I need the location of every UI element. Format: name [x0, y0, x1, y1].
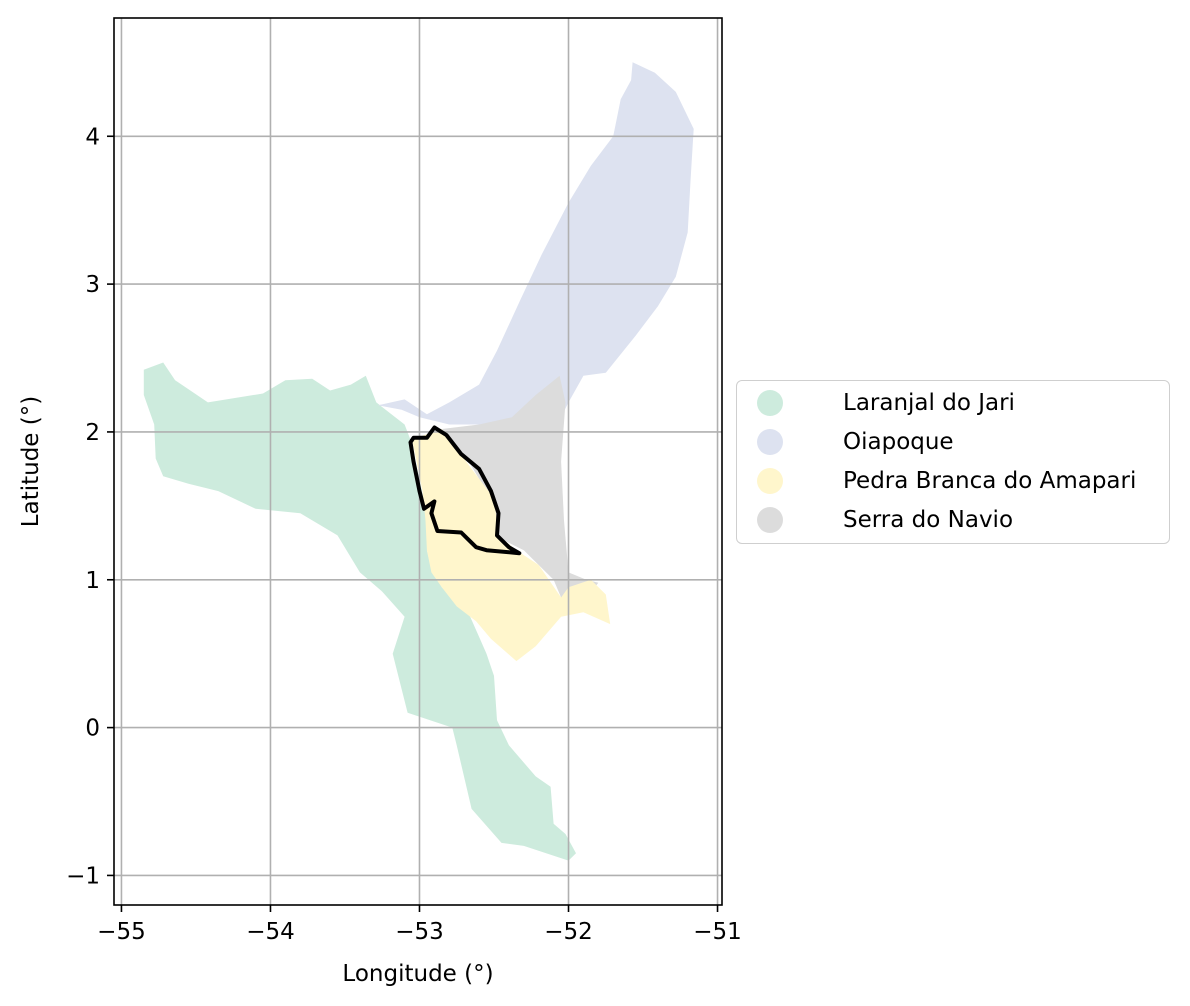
- plot-frame: [113, 17, 723, 906]
- y-tick-label: −1: [66, 863, 100, 889]
- legend-label: Serra do Navio: [843, 507, 1014, 533]
- highlighted-region-outline: [408, 425, 522, 556]
- x-axis-label: Longitude (°): [342, 961, 493, 987]
- y-axis-ticks: −1 0 1 2 3 4: [66, 124, 114, 889]
- legend-label: Oiapoque: [843, 429, 954, 455]
- legend-marker-icon: [757, 468, 783, 494]
- x-tick-label: −52: [544, 919, 593, 945]
- region-laranjal-do-jari: [143, 362, 577, 861]
- legend-marker-icon: [757, 429, 783, 455]
- x-tick-label: −51: [693, 919, 742, 945]
- y-tick-label: 2: [85, 420, 100, 446]
- y-tick-label: 0: [85, 716, 100, 742]
- legend-marker-icon: [757, 390, 783, 416]
- x-axis-ticks: −55 −54 −53 −52 −51: [97, 905, 742, 945]
- y-axis-label: Latitude (°): [18, 396, 44, 527]
- grid-layer: [114, 18, 722, 905]
- x-tick-label: −55: [97, 919, 146, 945]
- y-tick-label: 1: [85, 568, 100, 594]
- legend-item-laranjal-do-jari: Laranjal do Jari: [757, 388, 1015, 418]
- legend-item-pedra-branca-do-amapari: Pedra Branca do Amapari: [757, 466, 1136, 496]
- y-tick-label: 3: [85, 272, 100, 298]
- legend-label: Pedra Branca do Amapari: [843, 468, 1137, 494]
- highlight-outline-layer: [408, 425, 522, 556]
- legend-label: Laranjal do Jari: [843, 390, 1015, 416]
- legend: Laranjal do Jari Oiapoque Pedra Branca d…: [736, 380, 1170, 544]
- legend-marker-icon: [757, 507, 783, 533]
- x-tick-label: −54: [246, 919, 295, 945]
- legend-item-serra-do-navio: Serra do Navio: [757, 505, 1013, 535]
- region-oiapoque: [377, 62, 694, 450]
- region-pedra-branca-do-amapari: [412, 429, 611, 662]
- legend-item-oiapoque: Oiapoque: [757, 427, 954, 457]
- x-tick-label: −53: [395, 919, 444, 945]
- y-tick-label: 4: [85, 124, 100, 150]
